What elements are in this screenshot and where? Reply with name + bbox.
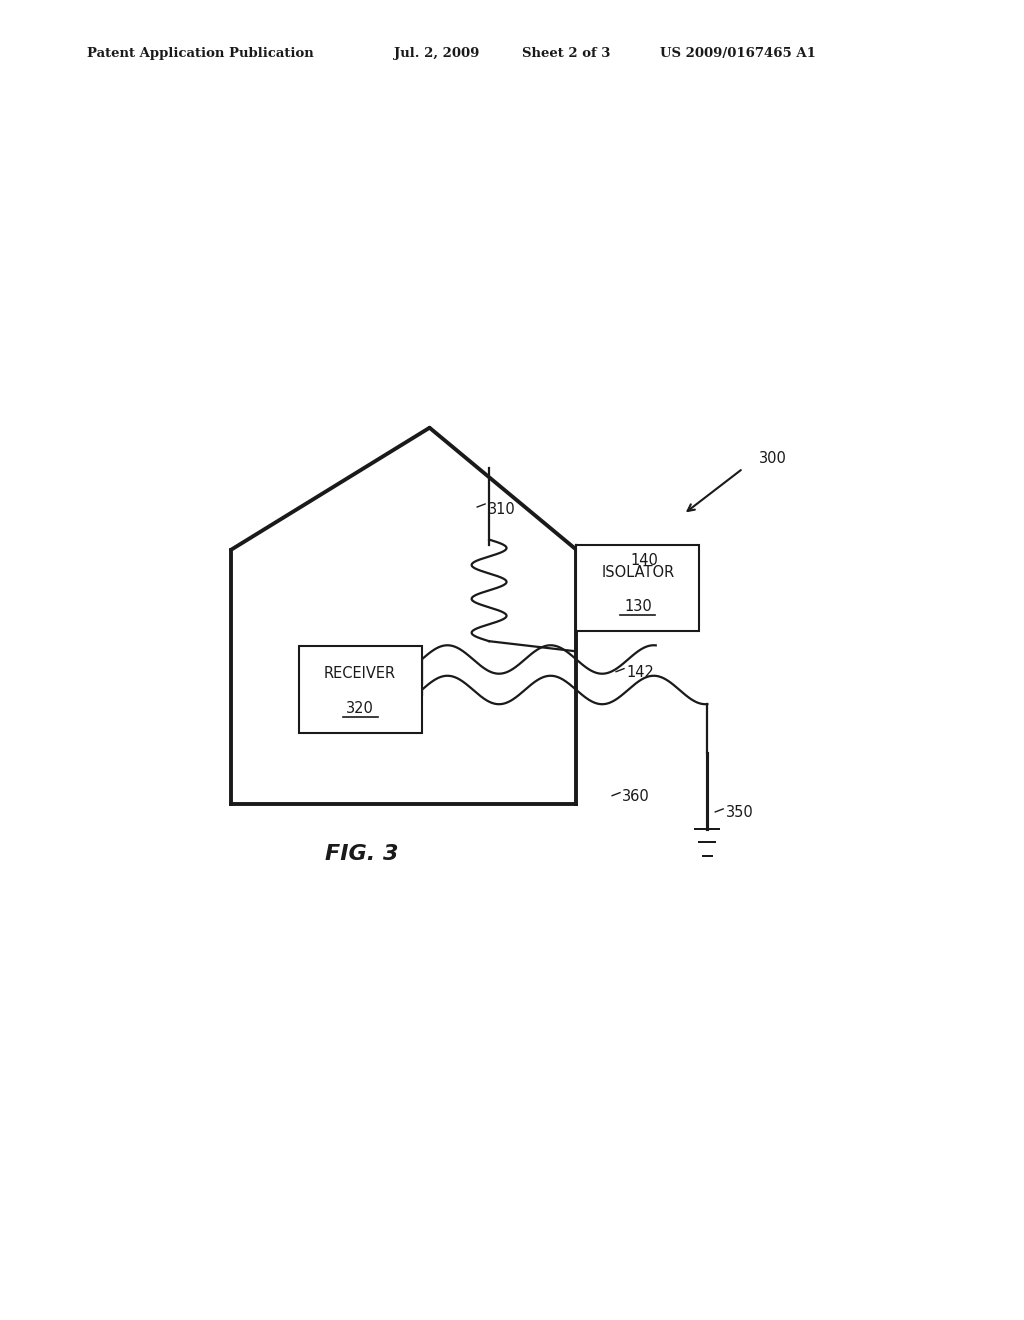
Text: RECEIVER: RECEIVER: [324, 667, 396, 681]
Text: 130: 130: [624, 599, 651, 614]
FancyBboxPatch shape: [577, 545, 699, 631]
Text: Sheet 2 of 3: Sheet 2 of 3: [522, 46, 610, 59]
FancyBboxPatch shape: [299, 647, 422, 733]
Text: 310: 310: [487, 502, 515, 517]
Text: FIG. 3: FIG. 3: [326, 843, 399, 863]
Text: 140: 140: [631, 553, 658, 568]
Text: ISOLATOR: ISOLATOR: [601, 565, 675, 579]
Text: Jul. 2, 2009: Jul. 2, 2009: [394, 46, 479, 59]
Text: 320: 320: [346, 701, 374, 715]
Text: US 2009/0167465 A1: US 2009/0167465 A1: [660, 46, 816, 59]
Text: 142: 142: [627, 665, 654, 680]
Text: 350: 350: [726, 805, 754, 820]
Text: 360: 360: [623, 789, 650, 804]
Text: 300: 300: [759, 451, 786, 466]
Text: Patent Application Publication: Patent Application Publication: [87, 46, 313, 59]
